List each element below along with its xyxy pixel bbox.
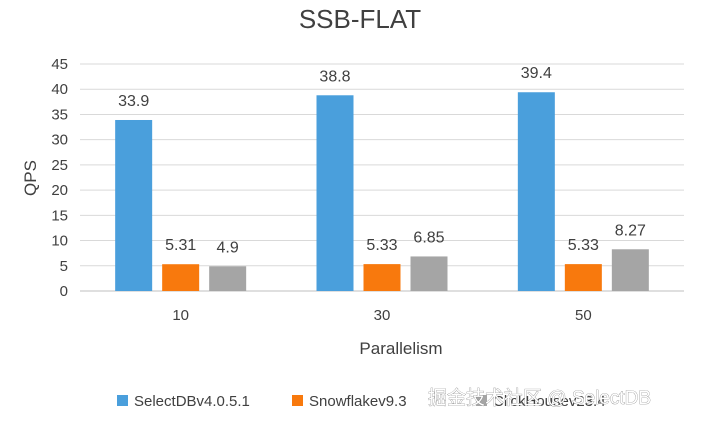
data-label: 6.85 [413,229,444,246]
y-tick-label: 0 [60,283,68,300]
y-tick-label: 15 [51,207,68,224]
y-tick-label: 45 [51,56,68,73]
data-label: 5.31 [165,237,196,254]
data-label: 39.4 [521,65,552,82]
legend-label: Snowflakev9.3 [309,393,407,410]
x-tick-label: 10 [172,307,189,324]
bars: 33.9 5.31 4.9 38.8 5.33 6.85 39.4 5.33 8.27 [115,65,649,291]
x-tick-label: 30 [374,307,391,324]
data-label: 4.9 [217,239,239,256]
bar [564,264,602,291]
y-axis-ticks: 0 5 10 15 20 25 30 35 40 45 [51,56,68,300]
bar [410,256,448,291]
legend: SelectDBv4.0.5.1 Snowflakev9.3 ClickHousev… [117,393,606,410]
data-label: 8.27 [615,222,646,239]
bar [162,264,200,291]
data-label: 38.8 [319,68,350,85]
y-tick-label: 30 [51,132,68,149]
x-axis-ticks: 10 30 50 [172,307,591,324]
x-tick-label: 50 [575,307,592,324]
data-label: 5.33 [366,237,397,254]
y-tick-label: 20 [51,182,68,199]
legend-swatch [476,395,487,406]
chart-title: SSB-FLAT [299,4,421,34]
y-tick-label: 40 [51,81,68,98]
gridlines [80,63,684,292]
watermark-text: 掘金技术社区 @ SelectDB [428,387,651,409]
bar [316,95,354,291]
bar [115,119,153,291]
bar [209,266,247,291]
y-axis-label: QPS [21,160,40,196]
x-axis-label: Parallelism [359,339,442,358]
legend-label: SelectDBv4.0.5.1 [134,393,250,410]
bar [517,92,555,291]
legend-label: ClickHousev23.4 [493,393,606,410]
y-tick-label: 5 [60,258,68,275]
data-label: 5.33 [568,237,599,254]
y-tick-label: 10 [51,233,68,250]
bar [611,249,649,291]
y-tick-label: 35 [51,106,68,123]
legend-swatch [292,395,303,406]
legend-swatch [117,395,128,406]
data-label: 33.9 [118,93,149,110]
bar [363,264,401,291]
y-tick-label: 25 [51,157,68,174]
